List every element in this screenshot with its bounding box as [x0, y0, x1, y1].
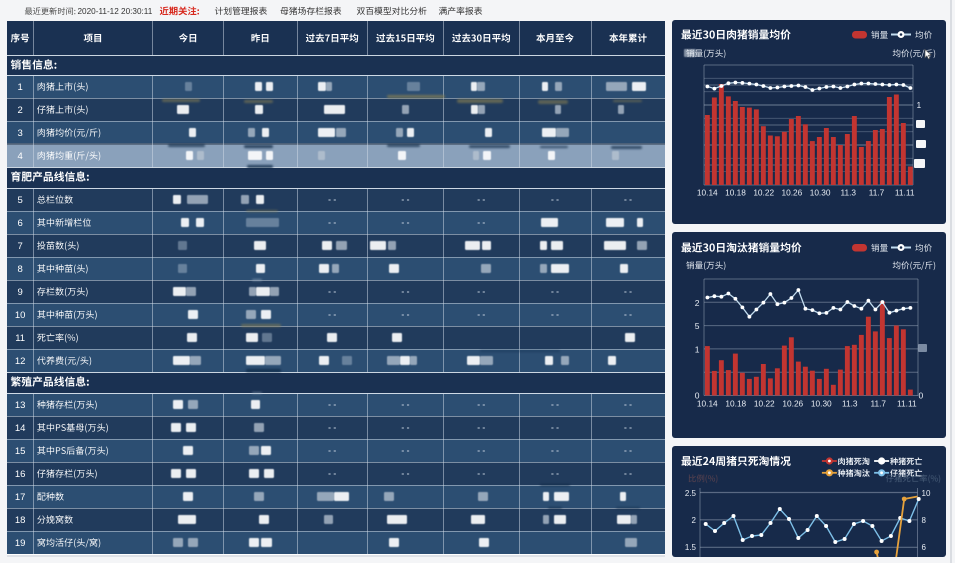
svg-text:- -: - -: [328, 309, 336, 319]
svg-text:- -: - -: [551, 194, 559, 204]
svg-text:- -: - -: [624, 422, 632, 432]
svg-text:10.26: 10.26: [782, 188, 803, 198]
svg-text:3: 3: [18, 128, 23, 139]
svg-text:1: 1: [917, 100, 922, 110]
svg-text:2: 2: [695, 298, 700, 308]
svg-text:6: 6: [18, 218, 23, 229]
svg-text:2: 2: [18, 105, 23, 116]
svg-text:14: 14: [15, 423, 26, 434]
svg-text:11.7: 11.7: [871, 399, 887, 409]
svg-text:- -: - -: [477, 194, 485, 204]
svg-text:- -: - -: [401, 468, 409, 478]
svg-text:- -: - -: [477, 445, 485, 455]
svg-text:- -: - -: [328, 286, 336, 296]
svg-text:9: 9: [18, 287, 23, 298]
svg-text:10.18: 10.18: [725, 188, 746, 198]
svg-text:8: 8: [922, 516, 927, 525]
svg-text:- -: - -: [624, 194, 632, 204]
svg-text:11.11: 11.11: [895, 188, 915, 198]
svg-text:10: 10: [15, 310, 26, 321]
svg-text:0: 0: [919, 391, 924, 401]
svg-text:10: 10: [922, 489, 931, 498]
svg-text:- -: - -: [328, 445, 336, 455]
svg-text:- -: - -: [624, 309, 632, 319]
svg-text:19: 19: [15, 538, 26, 549]
svg-text:- -: - -: [328, 217, 336, 227]
svg-text:2: 2: [692, 516, 697, 525]
svg-text:- -: - -: [624, 468, 632, 478]
svg-text:4: 4: [18, 151, 23, 162]
svg-text:10.22: 10.22: [753, 188, 774, 198]
svg-text:- -: - -: [551, 309, 559, 319]
svg-text:16: 16: [15, 469, 26, 480]
svg-text:5: 5: [695, 321, 700, 331]
svg-text:- -: - -: [477, 399, 485, 409]
svg-text:1: 1: [695, 344, 700, 354]
svg-text:5: 5: [18, 195, 23, 206]
svg-text:- -: - -: [401, 217, 409, 227]
svg-text:10.18: 10.18: [725, 399, 746, 409]
svg-text:- -: - -: [624, 445, 632, 455]
svg-text:10.22: 10.22: [754, 399, 775, 409]
svg-text:11.11: 11.11: [897, 399, 917, 409]
svg-text:- -: - -: [551, 399, 559, 409]
svg-text:11: 11: [15, 333, 25, 344]
svg-text:11.7: 11.7: [869, 188, 885, 198]
svg-text:11.3: 11.3: [841, 188, 857, 198]
svg-text:10.14: 10.14: [697, 188, 718, 198]
svg-text:1: 1: [18, 82, 23, 93]
svg-text:10.30: 10.30: [811, 399, 832, 409]
svg-text:- -: - -: [401, 399, 409, 409]
svg-text:- -: - -: [328, 399, 336, 409]
svg-text:10.26: 10.26: [782, 399, 803, 409]
svg-text:- -: - -: [477, 422, 485, 432]
svg-text:- -: - -: [401, 422, 409, 432]
svg-text:- -: - -: [328, 468, 336, 478]
svg-text:6: 6: [922, 543, 927, 552]
svg-text:- -: - -: [401, 286, 409, 296]
svg-text:- -: - -: [477, 217, 485, 227]
svg-text:- -: - -: [624, 399, 632, 409]
svg-text:12: 12: [15, 356, 26, 367]
svg-text:- -: - -: [551, 286, 559, 296]
svg-text:1.5: 1.5: [685, 543, 697, 552]
svg-text:- -: - -: [551, 422, 559, 432]
svg-text:- -: - -: [328, 422, 336, 432]
svg-text:- -: - -: [401, 194, 409, 204]
svg-text:17: 17: [15, 492, 26, 503]
svg-text:2020-11-12 20:30:11: 2020-11-12 20:30:11: [78, 7, 153, 16]
svg-text:10.14: 10.14: [697, 399, 718, 409]
svg-text:18: 18: [15, 515, 26, 526]
svg-text:- -: - -: [328, 194, 336, 204]
svg-text:- -: - -: [624, 286, 632, 296]
svg-text:- -: - -: [401, 445, 409, 455]
svg-text:10.30: 10.30: [810, 188, 831, 198]
svg-text:- -: - -: [401, 309, 409, 319]
svg-text:- -: - -: [477, 468, 485, 478]
svg-text:13: 13: [15, 400, 26, 411]
svg-text:2.5: 2.5: [685, 489, 697, 498]
svg-text:- -: - -: [477, 309, 485, 319]
svg-text:- -: - -: [551, 445, 559, 455]
svg-text:7: 7: [18, 241, 23, 252]
svg-text:11.3: 11.3: [842, 399, 858, 409]
svg-text:0: 0: [695, 391, 700, 401]
svg-text:15: 15: [15, 446, 26, 457]
svg-text:- -: - -: [551, 468, 559, 478]
svg-text:- -: - -: [477, 286, 485, 296]
svg-text:8: 8: [18, 264, 23, 275]
